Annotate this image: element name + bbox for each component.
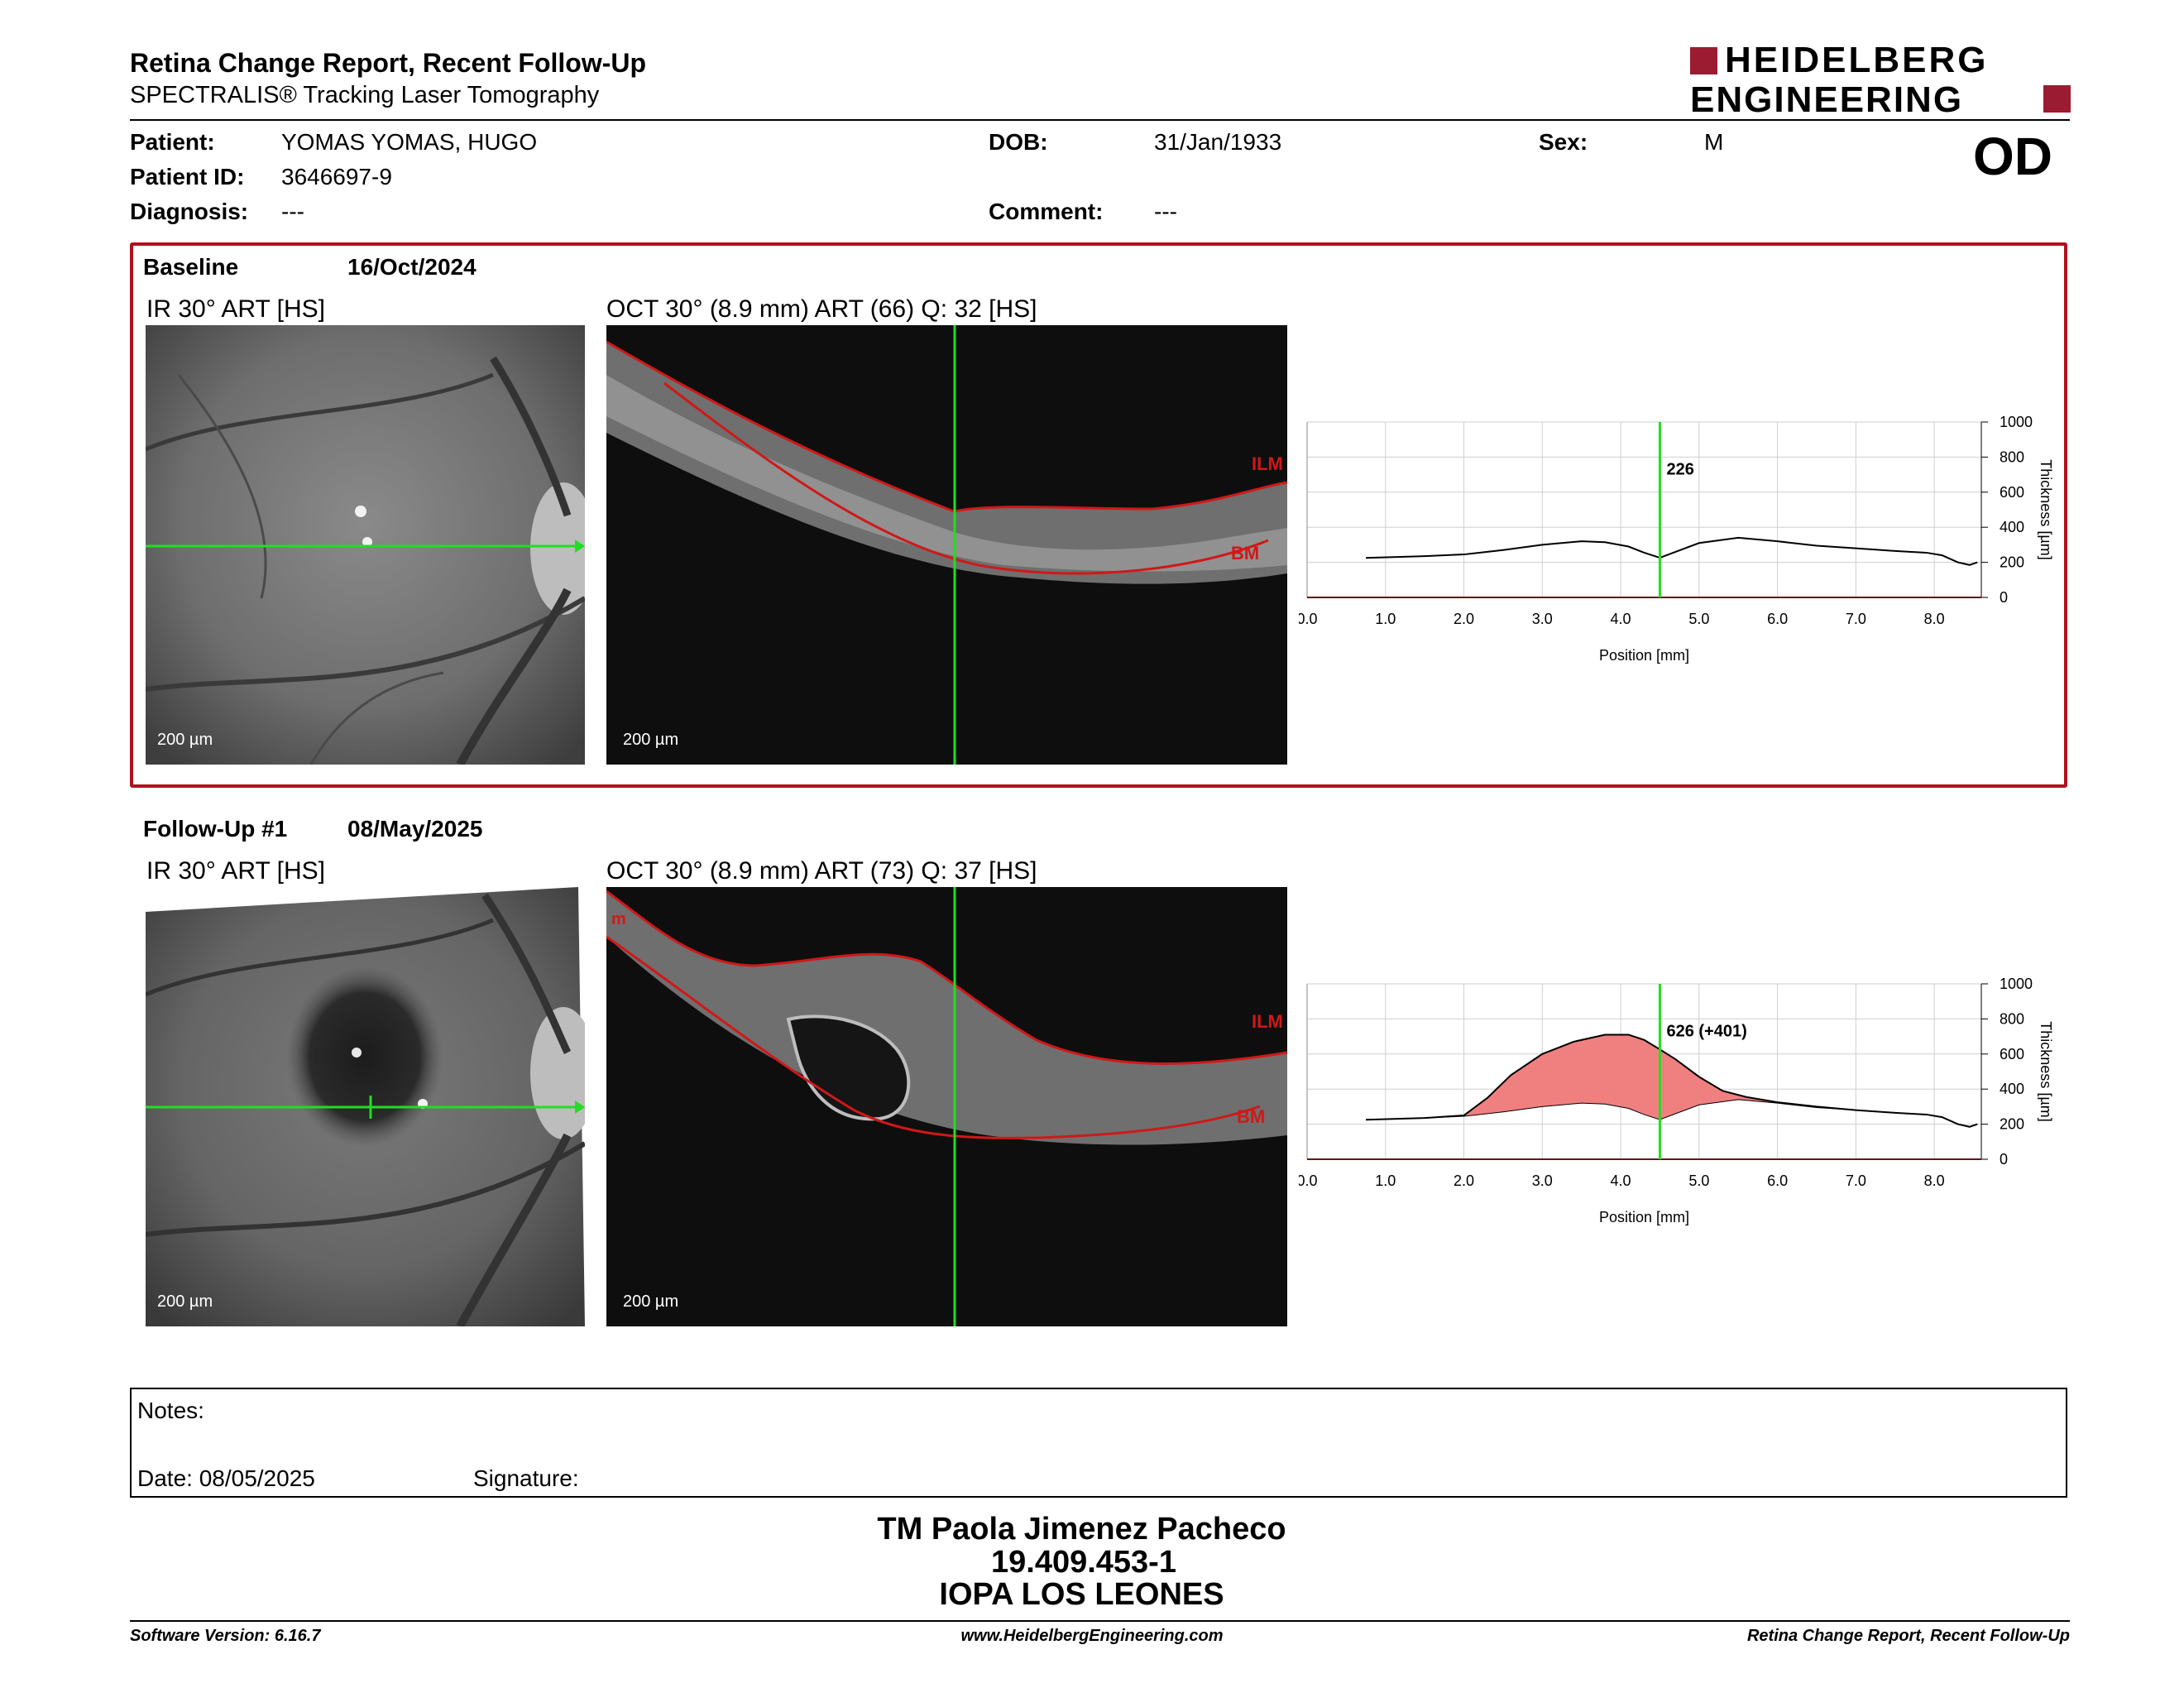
y-axis-label: Thickness [µm] (2038, 459, 2054, 559)
x-tick-label: 3.0 (1532, 611, 1553, 627)
x-tick-label: 0.0 (1299, 611, 1318, 627)
patient-name: YOMAS YOMAS, HUGO (281, 129, 538, 155)
baseline-ilm-label: ILM (1252, 453, 1283, 474)
baseline-oct-image[interactable]: ILM BM 200 µm (606, 325, 1287, 765)
x-axis-label: Position [mm] (1599, 647, 1689, 664)
followup-oct-scale: 200 µm (623, 1292, 679, 1311)
x-tick-label: 0.0 (1299, 1172, 1318, 1189)
followup-bm-label: BM (1237, 1106, 1265, 1127)
x-tick-label: 7.0 (1846, 1172, 1866, 1189)
x-tick-label: 5.0 (1688, 611, 1709, 627)
thickness-change-area (1366, 1034, 1978, 1127)
followup-chart-svg: 0.0 1.0 2.0 3.0 4.0 5.0 6.0 7.0 8.0 0 200 400 600 800… (1296, 976, 2054, 1225)
followup-ir-scale: 200 µm (157, 1292, 213, 1311)
signature-id: 19.409.453-1 (991, 1545, 1176, 1580)
baseline-ir-scale: 200 µm (157, 731, 213, 749)
followup-oct-title: OCT 30° (8.9 mm) ART (73) Q: 37 [HS] (606, 857, 1037, 885)
x-tick-label: 3.0 (1532, 1172, 1553, 1189)
footer-software: Software Version: 6.16.7 (130, 1627, 321, 1645)
y-tick-label: 200 (2000, 554, 2024, 571)
cursor-value-label: 626 (+401) (1666, 1023, 1746, 1041)
x-tick-label: 4.0 (1611, 611, 1631, 627)
followup-left-marker: m (611, 910, 626, 928)
x-tick-label: 6.0 (1767, 611, 1788, 627)
baseline-oct-drawing: ILM BM (606, 325, 1287, 765)
comment-value: --- (1154, 199, 1177, 224)
y-tick-label: 1000 (2000, 414, 2033, 430)
baseline-chart-svg: 0.0 1.0 2.0 3.0 4.0 5.0 6.0 7.0 8.0 0 200 400 600 800… (1296, 414, 2054, 664)
followup-ir-image[interactable]: 200 µm (146, 887, 585, 1326)
followup-ilm-label: ILM (1252, 1011, 1283, 1032)
footer-url[interactable]: www.HeidelbergEngineering.com (960, 1627, 1224, 1645)
x-tick-label: 2.0 (1454, 1172, 1474, 1189)
y-axis-label: Thickness [µm] (2038, 1021, 2054, 1121)
diagnosis-label: Diagnosis: (130, 199, 249, 224)
diagnosis-value: --- (281, 199, 304, 224)
baseline-ir-image[interactable]: 200 µm (146, 325, 585, 765)
followup-label: Follow-Up #1 (143, 816, 288, 842)
y-tick-label: 600 (2000, 1046, 2024, 1062)
patient-id-label: Patient ID: (130, 164, 245, 189)
x-tick-label: 6.0 (1767, 1172, 1788, 1189)
followup-ir-title: IR 30° ART [HS] (146, 857, 325, 885)
baseline-frame (130, 242, 2067, 788)
x-tick-label: 8.0 (1924, 611, 1945, 627)
x-tick-label: 1.0 (1375, 1172, 1396, 1189)
x-tick-label: 8.0 (1924, 1172, 1945, 1189)
y-tick-label: 200 (2000, 1116, 2024, 1133)
x-tick-label: 7.0 (1846, 611, 1866, 627)
signature-label: Signature: (473, 1465, 579, 1491)
patient-id: 3646697-9 (281, 164, 392, 189)
followup-thickness-chart: 0.0 1.0 2.0 3.0 4.0 5.0 6.0 7.0 8.0 0 200 400 600 800… (1296, 971, 2085, 1236)
dob-label: DOB: (989, 129, 1048, 155)
heidelberg-logo: HEIDELBERG ENGINEERING (1690, 41, 2071, 120)
baseline-thickness-chart: 0.0 1.0 2.0 3.0 4.0 5.0 6.0 7.0 8.0 0 200 400 600 800… (1296, 410, 2085, 674)
y-tick-label: 0 (2000, 1151, 2008, 1168)
report-subtitle: SPECTRALIS® Tracking Laser Tomography (130, 82, 600, 108)
x-tick-label: 5.0 (1688, 1172, 1709, 1189)
thickness-line (1366, 1099, 1978, 1128)
baseline-oct-title: OCT 30° (8.9 mm) ART (66) Q: 32 [HS] (606, 295, 1037, 323)
notes-date: Date: 08/05/2025 (137, 1465, 315, 1491)
eye-label: OD (1973, 127, 2052, 186)
dob-value: 31/Jan/1933 (1154, 129, 1282, 155)
x-tick-label: 2.0 (1454, 611, 1474, 627)
thickness-line (1366, 536, 1978, 566)
baseline-ir-title: IR 30° ART [HS] (146, 295, 325, 323)
followup-oct-image[interactable]: m ILM BM 200 µm (606, 887, 1287, 1326)
y-tick-label: 800 (2000, 448, 2024, 465)
comment-label: Comment: (989, 199, 1104, 224)
x-axis-label: Position [mm] (1599, 1209, 1689, 1225)
signature-name: TM Paola Jimenez Pacheco (877, 1512, 1286, 1547)
sex-label: Sex: (1539, 129, 1588, 155)
x-tick-label: 4.0 (1611, 1172, 1631, 1189)
y-tick-label: 400 (2000, 1081, 2024, 1097)
followup-date: 08/May/2025 (347, 816, 483, 842)
baseline-label: Baseline (143, 254, 239, 280)
signature-institution: IOPA LOS LEONES (939, 1577, 1224, 1612)
signature-block: TM Paola Jimenez Pacheco 19.409.453-1 IO… (0, 1511, 2184, 1612)
footer-report: Retina Change Report, Recent Follow-Up (1746, 1627, 2070, 1645)
baseline-oct-scale: 200 µm (623, 731, 679, 749)
baseline-date: 16/Oct/2024 (347, 254, 477, 280)
cursor-value-label: 226 (1666, 461, 1693, 479)
y-tick-label: 800 (2000, 1010, 2024, 1027)
patient-label: Patient: (130, 129, 215, 155)
y-tick-label: 400 (2000, 519, 2024, 535)
notes-box[interactable]: Notes: Date: 08/05/2025 Signature: (130, 1388, 2067, 1498)
baseline-bm-label: BM (1231, 543, 1259, 563)
y-tick-label: 1000 (2000, 976, 2033, 992)
sex-value: M (1704, 129, 1724, 155)
notes-label: Notes: (137, 1398, 204, 1423)
x-tick-label: 1.0 (1375, 611, 1396, 627)
y-tick-label: 600 (2000, 484, 2024, 501)
followup-oct-drawing: m ILM BM (606, 887, 1287, 1326)
followup-fundus-drawing (146, 887, 585, 1326)
report-title: Retina Change Report, Recent Follow-Up (130, 48, 647, 78)
baseline-fundus-drawing (146, 325, 585, 765)
y-tick-label: 0 (2000, 589, 2008, 606)
